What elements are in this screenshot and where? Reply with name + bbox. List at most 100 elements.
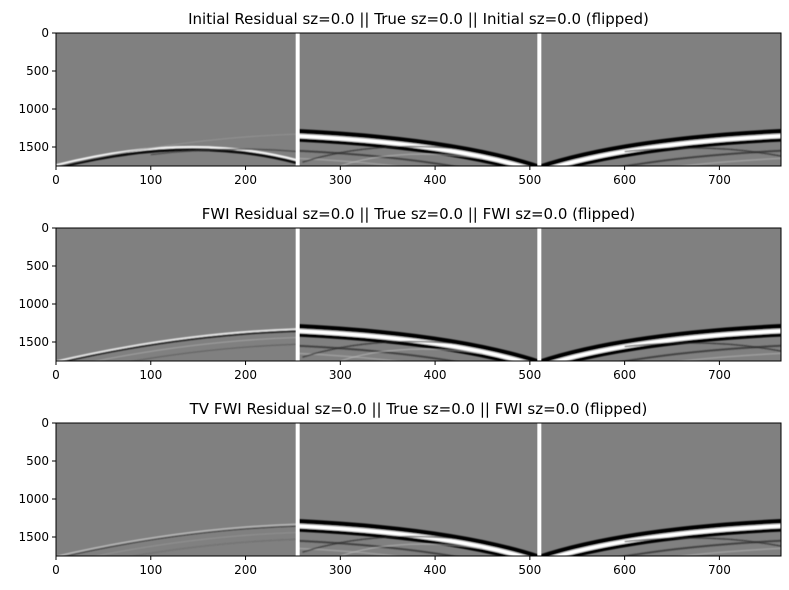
x-tick-label: 300 [329, 173, 352, 187]
true-wavefront [340, 543, 483, 556]
panel-separator [295, 228, 300, 361]
axes-frame [55, 422, 782, 557]
subplot-1: Initial Residual sz=0.0 || True sz=0.0 |… [18, 10, 782, 187]
true-wavefront [340, 348, 483, 361]
predicted-wavefront [620, 344, 781, 361]
true-wavefront [297, 333, 511, 361]
x-tick-label: 500 [518, 563, 541, 577]
y-tick-label: 1000 [18, 492, 49, 506]
true-wavefront [297, 138, 511, 166]
predicted-wavefront [675, 547, 781, 556]
subplot-3: TV FWI Residual sz=0.0 || True sz=0.0 ||… [18, 400, 782, 577]
y-tick-label: 0 [41, 416, 49, 430]
x-tick-label: 500 [518, 173, 541, 187]
x-tick-label: 300 [329, 368, 352, 382]
residual-wavefront [130, 343, 298, 361]
true-wavefront [297, 528, 511, 556]
true-wavefront [297, 157, 403, 166]
subplot-2: FWI Residual sz=0.0 || True sz=0.0 || FW… [18, 205, 782, 382]
x-tick-label: 100 [139, 173, 162, 187]
predicted-wavefront [620, 149, 781, 166]
x-tick-label: 400 [424, 173, 447, 187]
residual-wavefront [57, 148, 299, 166]
predicted-wavefront [550, 328, 781, 361]
y-tick-label: 1500 [18, 530, 49, 544]
panel-separator [295, 423, 300, 556]
predicted-wavefront [538, 519, 781, 556]
true-wavefront [297, 324, 540, 361]
true-wavefront [302, 340, 455, 358]
residual-wavefront [130, 538, 298, 556]
predicted-wavefront [568, 333, 781, 361]
true-wavefront [297, 129, 540, 166]
predicted-wavefront [624, 537, 781, 547]
residual-wavefront [150, 148, 298, 156]
x-tick-label: 600 [613, 563, 636, 577]
true-wavefront [297, 547, 403, 556]
true-wavefront [302, 145, 455, 163]
residual-wavefront [56, 133, 298, 166]
true-wavefront [297, 133, 528, 166]
true-wavefront [297, 352, 403, 361]
true-wavefront [340, 153, 483, 166]
predicted-wavefront [624, 147, 781, 157]
x-tick-label: 600 [613, 173, 636, 187]
image-area [56, 33, 781, 166]
residual-wavefront [56, 523, 298, 556]
x-tick-label: 700 [708, 173, 731, 187]
x-tick-label: 0 [52, 368, 60, 382]
residual-wavefront [63, 525, 298, 556]
y-tick-label: 1500 [18, 335, 49, 349]
x-tick-label: 400 [424, 368, 447, 382]
x-tick-label: 200 [234, 563, 257, 577]
x-tick-label: 200 [234, 173, 257, 187]
x-tick-label: 100 [139, 563, 162, 577]
true-wavefront [297, 328, 528, 361]
subplot-title: Initial Residual sz=0.0 || True sz=0.0 |… [188, 10, 649, 28]
panel-separator [537, 33, 542, 166]
x-tick-label: 100 [139, 368, 162, 382]
axes-frame [55, 227, 782, 362]
subplot-title: TV FWI Residual sz=0.0 || True sz=0.0 ||… [189, 400, 648, 418]
x-tick-label: 0 [52, 173, 60, 187]
residual-wavefront [61, 330, 298, 361]
predicted-wavefront [675, 352, 781, 361]
x-tick-label: 600 [613, 368, 636, 382]
predicted-wavefront [550, 133, 781, 166]
y-tick-label: 1000 [18, 102, 49, 116]
residual-wavefront [93, 531, 298, 556]
predicted-wavefront [538, 324, 781, 361]
x-tick-label: 400 [424, 563, 447, 577]
subplot-title: FWI Residual sz=0.0 || True sz=0.0 || FW… [202, 205, 636, 223]
y-tick-label: 1000 [18, 297, 49, 311]
y-tick-label: 500 [26, 259, 49, 273]
panel-separator [295, 33, 300, 166]
y-tick-label: 500 [26, 64, 49, 78]
predicted-wavefront [675, 157, 781, 166]
y-tick-label: 1500 [18, 140, 49, 154]
x-tick-label: 0 [52, 563, 60, 577]
predicted-wavefront [568, 138, 781, 166]
panel-separator [537, 423, 542, 556]
x-tick-label: 700 [708, 563, 731, 577]
y-tick-label: 0 [41, 26, 49, 40]
predicted-wavefront [620, 539, 781, 556]
x-tick-label: 200 [234, 368, 257, 382]
predicted-wavefront [538, 129, 781, 166]
axes-frame [55, 32, 782, 167]
x-tick-label: 300 [329, 563, 352, 577]
x-tick-label: 500 [518, 368, 541, 382]
image-area [56, 423, 781, 556]
predicted-wavefront [568, 528, 781, 556]
residual-wavefront [93, 336, 298, 361]
true-wavefront [297, 519, 540, 556]
y-tick-label: 0 [41, 221, 49, 235]
predicted-wavefront [624, 342, 781, 352]
predicted-wavefront [550, 523, 781, 556]
residual-wavefront [56, 145, 299, 166]
residual-wavefront [56, 328, 298, 361]
image-area [56, 228, 781, 361]
true-wavefront [297, 523, 528, 556]
y-tick-label: 500 [26, 454, 49, 468]
